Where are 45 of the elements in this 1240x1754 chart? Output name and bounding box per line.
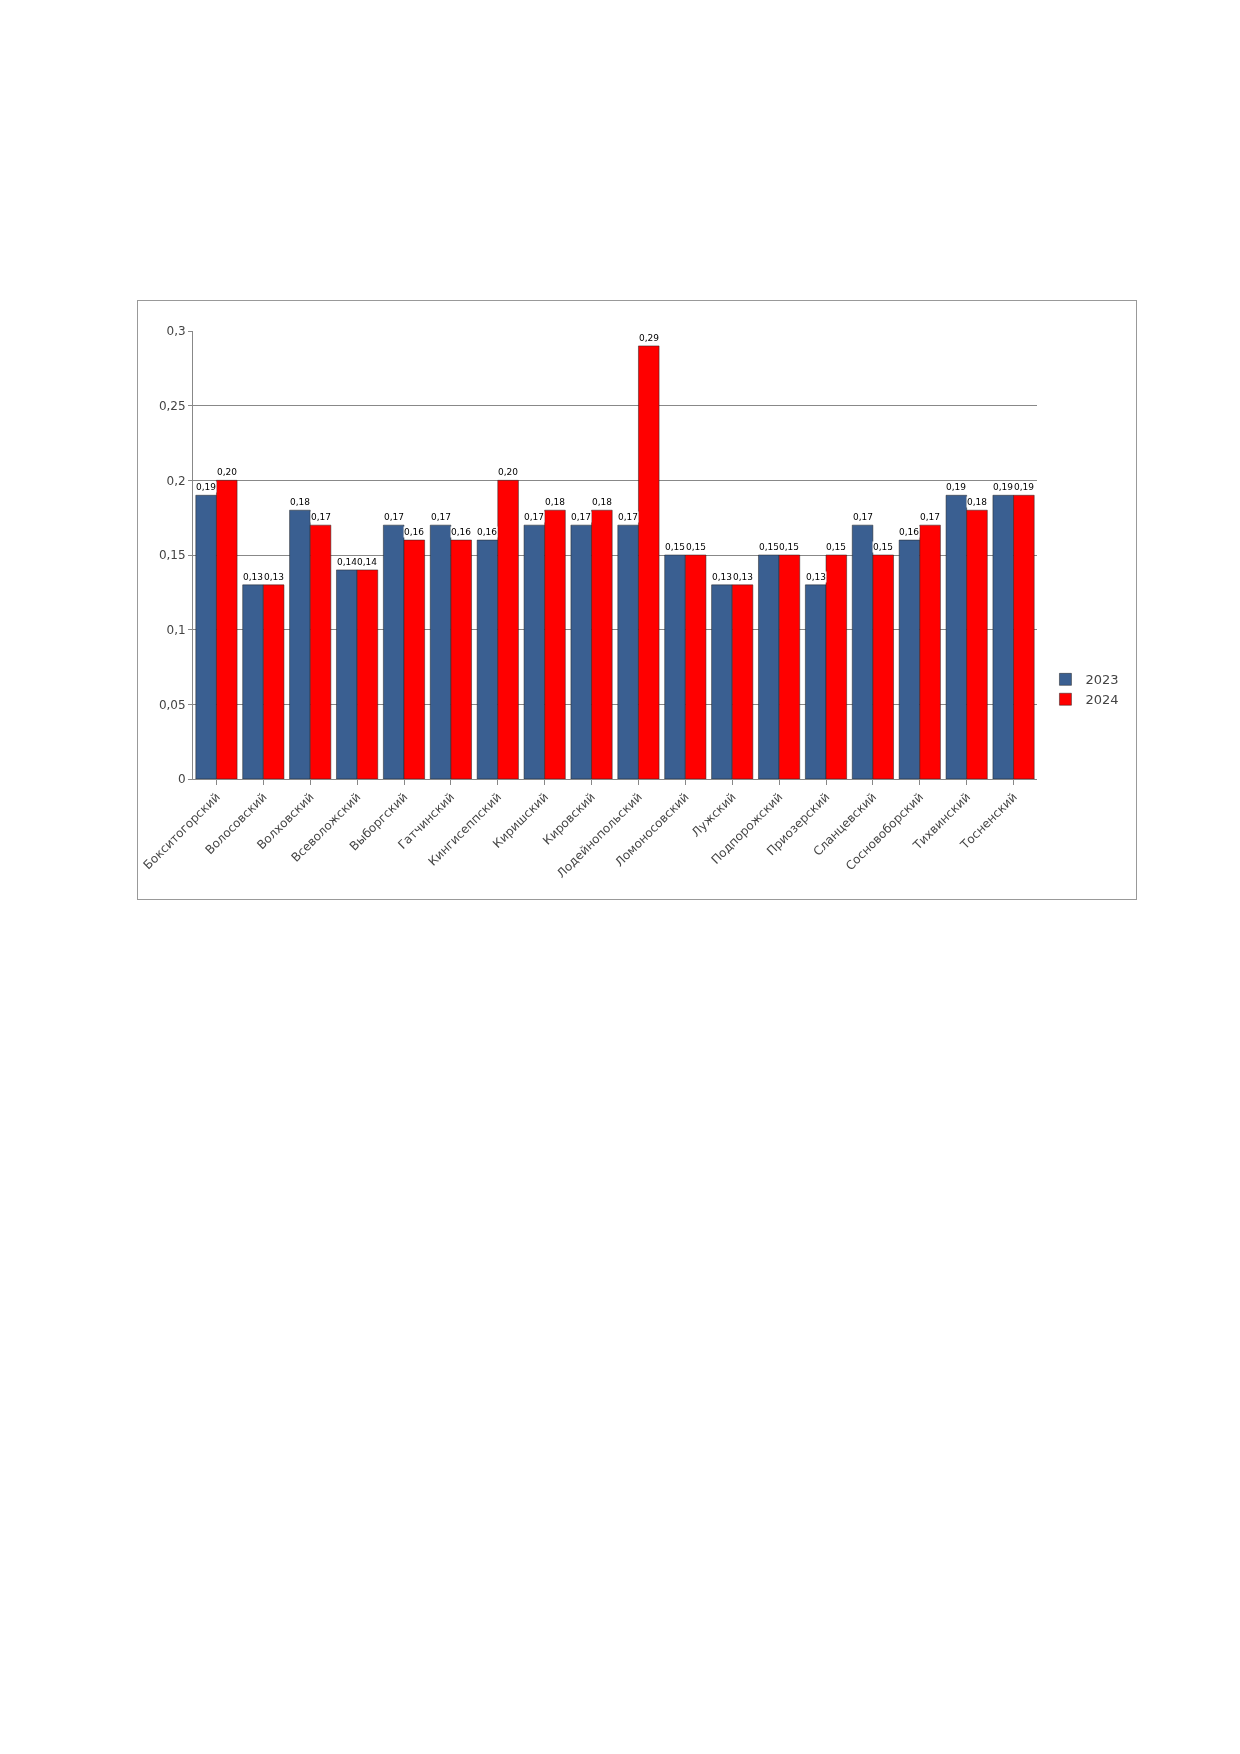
data-label: 0,13 xyxy=(712,572,733,582)
data-label: 0,17 xyxy=(571,512,592,522)
y-tick-label: 0,25 xyxy=(158,398,186,413)
data-label: 0,19 xyxy=(196,482,217,492)
data-label: 0,15 xyxy=(686,542,707,552)
data-label: 0,18 xyxy=(592,497,613,507)
data-label: 0,20 xyxy=(498,467,519,477)
data-label: 0,29 xyxy=(639,333,660,343)
data-label: 0,17 xyxy=(384,512,405,522)
data-label: 0,14 xyxy=(337,557,358,567)
y-tick-label: 0,2 xyxy=(166,473,186,488)
data-label: 0,13 xyxy=(243,572,264,582)
data-label: 0,15 xyxy=(759,542,780,552)
data-label: 0,19 xyxy=(946,482,967,492)
data-label: 0,17 xyxy=(853,512,874,522)
y-tick-label: 0 xyxy=(177,772,186,787)
data-label: 0,18 xyxy=(967,497,988,507)
y-tick-label: 0,3 xyxy=(166,324,186,339)
data-label: 0,17 xyxy=(618,512,639,522)
data-label: 0,15 xyxy=(873,542,894,552)
data-label: 0,18 xyxy=(290,497,311,507)
data-label: 0,15 xyxy=(665,542,686,552)
data-label: 0,14 xyxy=(357,557,378,567)
data-label: 0,13 xyxy=(264,572,285,582)
data-label: 0,17 xyxy=(920,512,941,522)
legend-label: 2024 xyxy=(1085,692,1119,708)
data-label: 0,16 xyxy=(477,527,498,537)
data-label: 0,17 xyxy=(311,512,332,522)
data-label: 0,18 xyxy=(545,497,566,507)
y-tick-label: 0,05 xyxy=(158,697,186,712)
data-label: 0,13 xyxy=(806,572,827,582)
data-label: 0,20 xyxy=(217,467,238,477)
data-label: 0,15 xyxy=(779,542,800,552)
data-label: 0,16 xyxy=(404,527,425,537)
data-label: 0,15 xyxy=(826,542,847,552)
data-label: 0,19 xyxy=(993,482,1014,492)
y-tick-label: 0,15 xyxy=(158,548,186,563)
data-label: 0,19 xyxy=(1014,482,1035,492)
data-label: 0,17 xyxy=(524,512,545,522)
data-label: 0,16 xyxy=(451,527,472,537)
data-label: 0,16 xyxy=(899,527,920,537)
legend-label: 2023 xyxy=(1085,672,1119,688)
y-tick-label: 0,1 xyxy=(166,622,186,637)
data-label: 0,13 xyxy=(733,572,754,582)
data-label: 0,17 xyxy=(431,512,452,522)
